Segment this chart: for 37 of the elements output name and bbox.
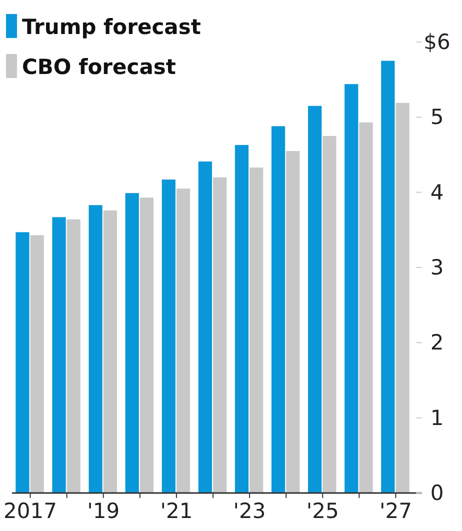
y-tick-label: 0 [430, 481, 444, 505]
y-tick-label: 5 [430, 105, 444, 130]
x-tick-label: 2017 [4, 499, 57, 523]
bar [286, 150, 300, 493]
bar [103, 210, 117, 493]
bar [381, 60, 395, 493]
bar [213, 177, 227, 493]
bar [176, 188, 190, 493]
bar [250, 168, 264, 493]
bar [125, 193, 139, 493]
y-tick-label: 4 [430, 180, 444, 204]
y-tick-label: 1 [430, 406, 444, 430]
x-tick-label: '27 [379, 499, 412, 523]
x-tick-label: '23 [233, 499, 266, 523]
legend-label: CBO forecast [22, 55, 176, 79]
bar [322, 136, 336, 493]
x-tick-label: '25 [306, 499, 339, 523]
bar [66, 219, 80, 493]
bar [271, 126, 286, 493]
bar [16, 232, 30, 493]
x-tick-label: '21 [160, 499, 193, 523]
bar [30, 235, 44, 493]
bar [162, 180, 176, 493]
y-tick-label: $6 [424, 30, 450, 54]
bar [359, 122, 373, 493]
legend-label: Trump forecast [22, 15, 201, 39]
y-tick-label: 2 [430, 330, 444, 355]
bar [140, 198, 154, 493]
bar [344, 84, 358, 493]
y-tick-label: 3 [430, 256, 444, 280]
bar [88, 205, 102, 493]
bar [308, 106, 322, 493]
bar [52, 217, 66, 493]
bar [234, 144, 249, 493]
bar [396, 102, 410, 493]
x-tick-label: '19 [87, 499, 120, 523]
bar [198, 162, 212, 493]
